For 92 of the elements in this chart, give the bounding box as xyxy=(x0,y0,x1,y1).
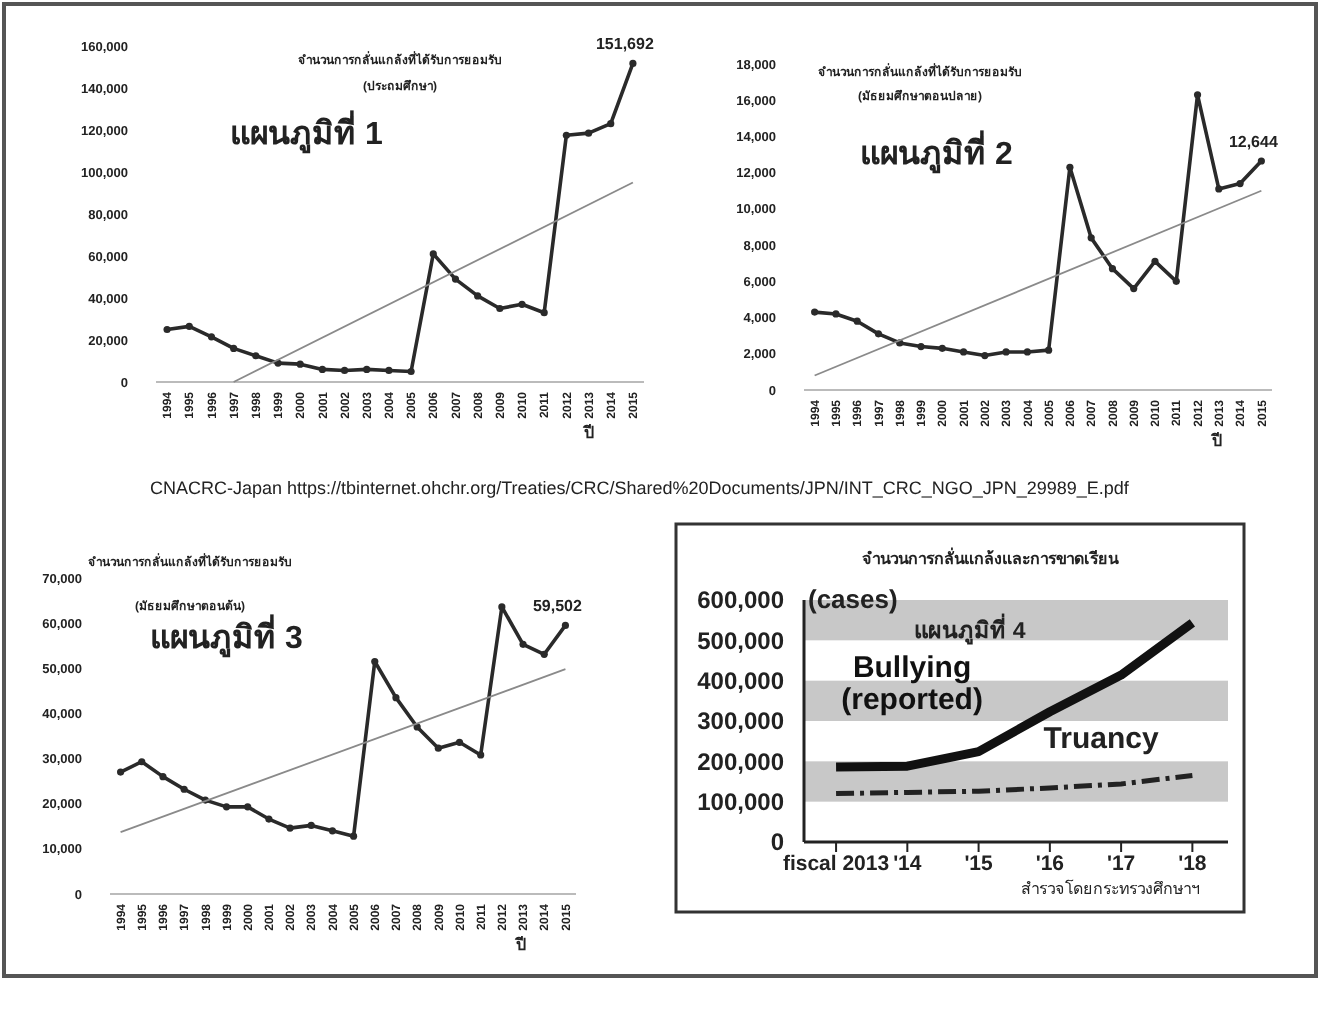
x-tick-label: fiscal 2013 xyxy=(782,852,890,876)
point xyxy=(540,650,548,658)
point xyxy=(222,803,231,811)
point xyxy=(455,738,464,746)
y-tick-label: 0 xyxy=(770,828,785,857)
text: CNACRC-Japan https://tbinternet.ohchr.org/Treaties/CRC/Shared%20Documents/JPN/INT_CRC_NGO_JPN_29989_E.pdf xyxy=(150,478,1130,498)
point xyxy=(1215,185,1223,193)
point xyxy=(385,366,393,375)
x-tick-label: '15 xyxy=(964,852,994,876)
point xyxy=(159,773,167,781)
point xyxy=(244,803,252,811)
point xyxy=(407,367,415,376)
point xyxy=(340,366,349,375)
chart-title: จำนวนการกลั่นแกล้งและการขาดเรียน xyxy=(862,546,1120,568)
x-axis-title: ปี xyxy=(1210,430,1222,450)
point xyxy=(938,344,946,352)
point xyxy=(1108,265,1117,273)
point xyxy=(1172,277,1180,285)
point xyxy=(629,59,637,68)
point xyxy=(1130,284,1138,293)
point xyxy=(496,304,504,313)
point xyxy=(163,325,171,334)
y-tick-label: 300,000 xyxy=(697,707,785,736)
point xyxy=(207,333,216,341)
x-axis-title: ปี xyxy=(514,934,526,954)
annotation: แผนภูมิที่ 1 xyxy=(230,110,383,156)
point xyxy=(1087,234,1095,242)
point xyxy=(1066,163,1074,171)
point xyxy=(392,694,400,702)
point xyxy=(185,322,193,330)
series-label: Bullying (reported) xyxy=(841,650,983,717)
y-tick-label: 200,000 xyxy=(697,747,785,776)
point xyxy=(318,365,326,373)
point xyxy=(1023,348,1031,356)
point xyxy=(518,300,526,308)
point xyxy=(1236,179,1244,188)
point xyxy=(230,344,238,352)
point xyxy=(286,824,294,832)
text: สำรวจโดยกระทรวงศึกษาฯ xyxy=(1021,878,1199,898)
point xyxy=(874,330,883,338)
y-tick-label: 100,000 xyxy=(697,788,785,817)
annotation: แผนภูมิที่ 2 xyxy=(860,130,1013,176)
point xyxy=(328,827,337,835)
point xyxy=(363,365,371,373)
point xyxy=(1045,346,1053,354)
point xyxy=(1151,257,1159,266)
y-tick-label: 500,000 xyxy=(697,626,785,655)
point xyxy=(1193,91,1202,99)
point xyxy=(429,250,437,258)
y-tick-label: 400,000 xyxy=(697,667,785,696)
point xyxy=(584,129,593,137)
x-axis-title: ปี xyxy=(582,422,594,442)
point xyxy=(307,821,315,829)
point xyxy=(562,131,570,139)
point xyxy=(981,351,989,360)
y-tick-label: 600,000 xyxy=(697,586,785,615)
point xyxy=(451,275,460,283)
point xyxy=(1002,348,1010,356)
series-label: Truancy xyxy=(1043,721,1160,756)
point xyxy=(519,640,527,648)
data-label: 12,644 xyxy=(1228,133,1279,151)
point xyxy=(474,292,482,300)
point xyxy=(561,621,570,629)
point xyxy=(607,120,615,128)
x-tick-label: '18 xyxy=(1178,852,1207,876)
point xyxy=(832,310,840,318)
point xyxy=(917,342,925,351)
point xyxy=(116,768,125,776)
x-tick-label: '14 xyxy=(893,852,922,876)
annotation: แผนภูมิที่ 3 xyxy=(150,614,303,660)
point xyxy=(180,785,188,793)
point xyxy=(265,815,273,823)
point xyxy=(853,317,861,325)
point xyxy=(434,744,442,752)
point xyxy=(477,751,485,759)
point xyxy=(349,832,358,840)
data-label: 59,502 xyxy=(532,597,583,616)
point xyxy=(959,348,968,356)
annotation: แผนภูมิที่ 4 xyxy=(914,612,1027,646)
point xyxy=(540,309,548,317)
y-axis-title: (cases) xyxy=(808,584,898,614)
data-label: 151,692 xyxy=(595,35,655,54)
point xyxy=(296,360,304,368)
point xyxy=(811,308,819,316)
point xyxy=(1257,157,1265,165)
point xyxy=(371,657,379,666)
line-series xyxy=(833,772,1195,797)
point xyxy=(498,603,506,611)
point xyxy=(252,352,260,360)
point xyxy=(138,758,146,766)
x-tick-label: '17 xyxy=(1106,852,1136,876)
x-tick-label: '16 xyxy=(1035,852,1065,876)
